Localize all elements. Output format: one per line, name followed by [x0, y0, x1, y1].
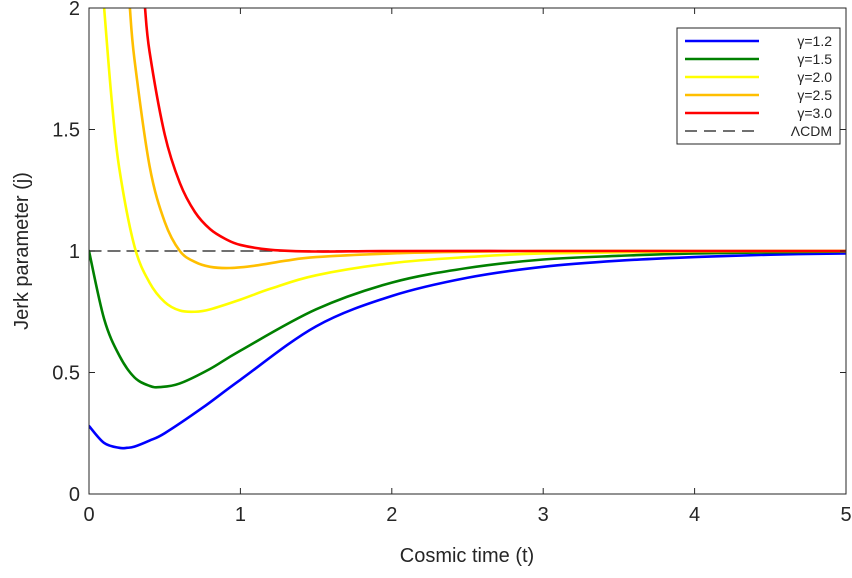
- axes: 0 1 2 3 4 5 0 0.5 1 1.5 2: [52, 0, 851, 526]
- legend: γ=1.2 γ=1.5 γ=2.0 γ=2.5 γ=3.0 ΛCDM: [676, 27, 841, 145]
- legend-label: γ=3.0: [797, 105, 832, 121]
- legend-label: γ=1.2: [797, 33, 832, 49]
- legend-label: γ=2.0: [797, 69, 832, 85]
- y-axis-label: Jerk parameter (j): [11, 172, 33, 330]
- y-tick-label: 0: [69, 484, 80, 506]
- x-tick-label: 5: [840, 504, 851, 526]
- x-tick-label: 4: [689, 504, 700, 526]
- legend-label: ΛCDM: [791, 123, 832, 139]
- y-tick-label: 1.5: [52, 120, 80, 142]
- y-tick-label: 2: [69, 0, 80, 20]
- y-tick-label: 1: [69, 241, 80, 263]
- x-tick-label: 0: [83, 504, 94, 526]
- series-line-2: [89, 249, 846, 389]
- series-line-3: [102, 8, 846, 314]
- x-tick-label: 3: [538, 504, 549, 526]
- legend-box: [676, 27, 841, 145]
- series-line-5: [143, 8, 846, 253]
- legend-label: γ=2.5: [797, 87, 832, 103]
- x-axis-label: Cosmic time (t): [400, 545, 534, 567]
- legend-label: γ=1.5: [797, 51, 832, 67]
- x-tick-label: 2: [386, 504, 397, 526]
- y-tick-label: 0.5: [52, 363, 80, 385]
- series-line-1: [89, 252, 846, 450]
- x-tick-label: 1: [235, 504, 246, 526]
